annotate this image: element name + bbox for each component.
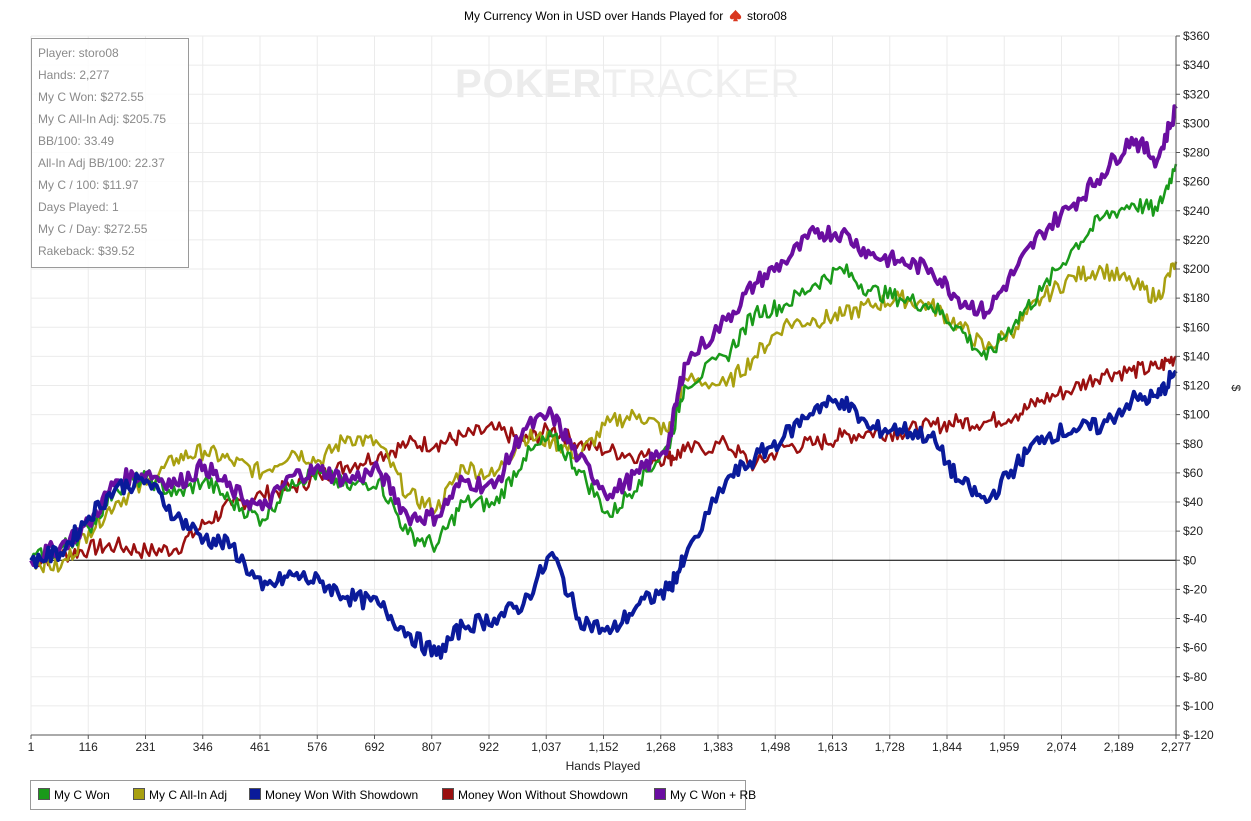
y-tick-label: $340 — [1183, 58, 1210, 72]
y-tick-label: $300 — [1183, 116, 1210, 130]
y-tick-label: $140 — [1183, 349, 1210, 363]
stat-my-c-won: My C Won: $272.55 — [38, 90, 144, 104]
y-tick-label: $180 — [1183, 291, 1210, 305]
y-axis-title: $ — [1229, 385, 1243, 392]
x-tick-label: 1,613 — [817, 740, 847, 754]
y-tick-label: $60 — [1183, 466, 1203, 480]
y-tick-label: $280 — [1183, 146, 1210, 160]
y-tick-label: $-60 — [1183, 641, 1207, 655]
y-tick-label: $-20 — [1183, 582, 1207, 596]
y-tick-label: $240 — [1183, 204, 1210, 218]
legend-item-won-rb[interactable]: My C Won + RB — [654, 781, 756, 809]
x-tick-label: 1,498 — [760, 740, 790, 754]
legend-item-my-c-won[interactable]: My C Won — [38, 781, 110, 809]
stat-player: Player: storo08 — [38, 46, 119, 60]
x-tick-label: 461 — [250, 740, 270, 754]
spade-icon — [729, 9, 741, 22]
chart-legend: My C Won My C All-In Adj Money Won With … — [30, 780, 756, 810]
x-tick-label: 1,844 — [932, 740, 962, 754]
legend-swatch — [38, 788, 50, 800]
x-axis-ticks: 1 116 231 346 461 576 692 807 922 1,037 1,152 1,268… — [28, 735, 1191, 754]
stat-my-c-100: My C / 100: $11.97 — [38, 178, 139, 192]
y-tick-label: $-100 — [1183, 699, 1214, 713]
x-tick-label: 922 — [479, 740, 499, 754]
legend-swatch — [133, 788, 145, 800]
chart-title-player: storo08 — [746, 9, 787, 23]
x-tick-label: 1,728 — [875, 740, 905, 754]
x-tick-label: 1,268 — [646, 740, 676, 754]
stats-box: Player: storo08 Hands: 2,277 My C Won: $… — [31, 38, 189, 268]
y-tick-label: $0 — [1183, 553, 1197, 567]
y-tick-label: $80 — [1183, 437, 1203, 451]
chart-title-text: My Currency Won in USD over Hands Played… — [464, 9, 724, 23]
series-line-non-showdown — [30, 355, 1177, 568]
x-tick-label: 1,037 — [531, 740, 561, 754]
y-tick-label: $320 — [1183, 87, 1210, 101]
y-tick-label: $-40 — [1183, 612, 1207, 626]
legend-item-all-in-adj[interactable]: My C All-In Adj — [133, 781, 227, 809]
stat-days-played: Days Played: 1 — [38, 200, 119, 214]
stat-my-c-day: My C / Day: $272.55 — [38, 222, 148, 236]
x-tick-label: 692 — [364, 740, 384, 754]
y-tick-label: $20 — [1183, 524, 1203, 538]
x-tick-label: 807 — [422, 740, 442, 754]
legend-item-showdown[interactable]: Money Won With Showdown — [249, 781, 418, 809]
stat-all-in-adj: My C All-In Adj: $205.75 — [38, 112, 167, 126]
x-tick-label: 2,189 — [1104, 740, 1134, 754]
x-tick-label: 1,152 — [588, 740, 618, 754]
legend-swatch — [654, 788, 666, 800]
x-tick-label: 346 — [193, 740, 213, 754]
grid-lines — [30, 35, 1177, 736]
legend-swatch — [249, 788, 261, 800]
legend-item-non-showdown[interactable]: Money Won Without Showdown — [442, 781, 628, 809]
stat-hands: Hands: 2,277 — [38, 68, 110, 82]
x-tick-label: 116 — [79, 740, 98, 754]
stat-rakeback: Rakeback: $39.52 — [38, 244, 135, 258]
x-tick-label: 576 — [307, 740, 327, 754]
series-line-my-c-won — [29, 163, 1178, 564]
x-tick-label: 2,277 — [1161, 740, 1191, 754]
x-tick-label: 1,959 — [989, 740, 1019, 754]
y-axis-ticks: $-120 $-100 $-80 $-60 $-40 $-20 $0 $20 $40 $60 $80… — [1176, 29, 1214, 742]
y-tick-label: $160 — [1183, 320, 1210, 334]
x-tick-label: 231 — [135, 740, 155, 754]
y-tick-label: $200 — [1183, 262, 1210, 276]
pokertracker-watermark: POKERTRACKER — [455, 62, 801, 106]
y-tick-label: $220 — [1183, 233, 1210, 247]
y-tick-label: $100 — [1183, 408, 1210, 422]
stat-all-in-adj-bb-100: All-In Adj BB/100: 22.37 — [38, 156, 165, 170]
y-tick-label: $-120 — [1183, 728, 1214, 742]
chart-title: My Currency Won in USD over Hands Played… — [0, 9, 1251, 23]
series-layer — [29, 104, 1178, 660]
y-tick-label: $-80 — [1183, 670, 1207, 684]
x-tick-label: 1 — [28, 740, 35, 754]
y-tick-label: $120 — [1183, 379, 1210, 393]
stat-bb-100: BB/100: 33.49 — [38, 134, 115, 148]
x-axis-title: Hands Played — [566, 759, 641, 773]
y-tick-label: $260 — [1183, 175, 1210, 189]
legend-swatch — [442, 788, 454, 800]
series-line-showdown — [29, 369, 1178, 660]
y-tick-label: $40 — [1183, 495, 1203, 509]
x-tick-label: 1,383 — [703, 740, 733, 754]
x-tick-label: 2,074 — [1046, 740, 1076, 754]
series-line-won-rb — [29, 104, 1178, 567]
y-tick-label: $360 — [1183, 29, 1210, 43]
